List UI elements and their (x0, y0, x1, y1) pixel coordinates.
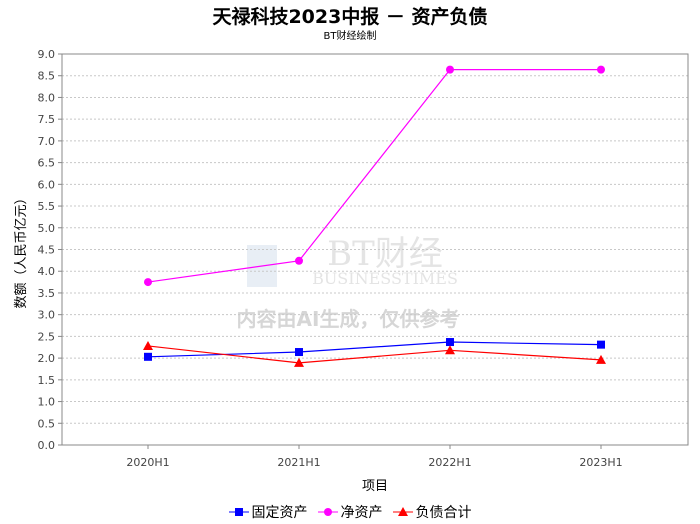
legend-circle-icon (317, 508, 338, 516)
plot-frame (61, 53, 689, 446)
legend-label: 净资产 (340, 505, 383, 521)
legend-label: 负债合计 (415, 505, 472, 521)
y-tick-label: 5.0 (38, 222, 56, 235)
data-point-2-2 (445, 345, 455, 355)
legend-item: 负债合计 (392, 502, 472, 522)
watermark-logo-sub: BUSINESSTIMES (312, 269, 458, 288)
data-point-0-1 (295, 348, 303, 357)
data-point-0-3 (597, 340, 605, 349)
y-tick-label: 9.0 (38, 48, 56, 61)
legend-label: 固定资产 (251, 505, 308, 521)
legend-square-icon (228, 508, 249, 516)
y-tick-label: 8.5 (38, 70, 56, 83)
legend-item: 净资产 (317, 502, 383, 522)
x-tick-label: 2023H1 (579, 456, 622, 469)
y-tick-label: 1.5 (38, 374, 56, 387)
data-point-1-2 (446, 65, 454, 74)
series-line-0 (147, 341, 602, 358)
data-point-2-0 (143, 340, 153, 350)
data-point-0-2 (446, 338, 454, 347)
x-tick-label: 2022H1 (428, 456, 471, 469)
y-tick-label: 3.5 (38, 287, 56, 300)
y-tick-label: 3.0 (38, 309, 56, 322)
series-line-1 (147, 69, 601, 283)
data-point-1-1 (295, 256, 303, 265)
y-tick-label: 2.0 (38, 352, 56, 365)
legend: 固定资产 净资产 负债合计 (0, 502, 700, 522)
chart-subtitle: BT财经绘制 (323, 31, 377, 42)
x-axis-label: 项目 (362, 479, 388, 494)
y-tick-label: 6.5 (38, 157, 56, 170)
data-point-2-1 (294, 357, 304, 367)
data-point-0-0 (144, 352, 152, 361)
watermark-logo: BT财经 (327, 234, 443, 274)
x-tick-label: 2020H1 (126, 456, 169, 469)
y-tick-label: 0.0 (38, 439, 56, 452)
y-tick-label: 2.5 (38, 330, 56, 343)
data-point-1-0 (144, 278, 152, 287)
chart-title: 天禄科技2023中报 － 资产负债 (212, 6, 488, 28)
y-tick-label: 1.0 (38, 396, 56, 409)
y-tick-label: 0.5 (38, 417, 56, 430)
y-tick-label: 6.0 (38, 178, 56, 191)
legend-item: 固定资产 (228, 502, 308, 522)
data-point-1-3 (597, 65, 605, 74)
data-point-2-3 (596, 354, 606, 364)
y-tick-label: 8.0 (38, 91, 56, 104)
y-tick-label: 4.0 (38, 265, 56, 278)
watermark-notice: 内容由AI生成，仅供参考 (237, 307, 460, 331)
y-tick-label: 7.0 (38, 135, 56, 148)
series-line-2 (147, 345, 602, 364)
y-tick-label: 4.5 (38, 244, 56, 257)
x-tick-label: 2021H1 (277, 456, 320, 469)
y-tick-label: 7.5 (38, 113, 56, 126)
y-axis-label: 数额（人民币亿元） (14, 191, 29, 308)
y-tick-label: 5.5 (38, 200, 56, 213)
legend-triangle-icon (392, 507, 413, 516)
